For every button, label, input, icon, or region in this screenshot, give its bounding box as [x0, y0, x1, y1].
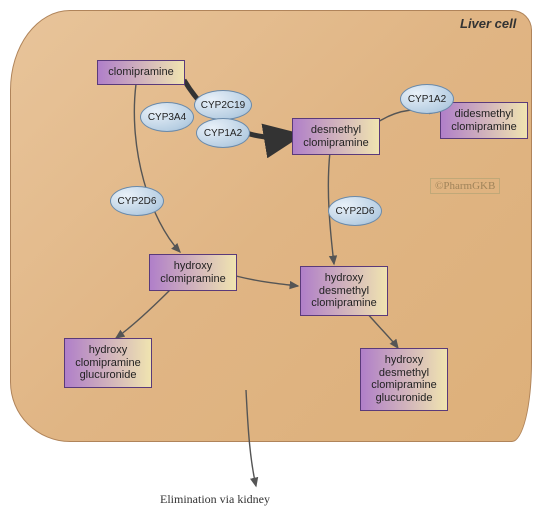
- elimination-caption: Elimination via kidney: [160, 492, 270, 507]
- node-clomipramine: clomipramine: [97, 60, 185, 85]
- watermark: ©PharmGKB: [430, 178, 500, 194]
- node-hydroxy-desmethyl-gluc: hydroxydesmethylclomipramineglucuronide: [360, 348, 448, 411]
- node-didesmethyl: didesmethylclomipramine: [440, 102, 528, 139]
- node-hydroxy: hydroxyclomipramine: [149, 254, 237, 291]
- enzyme-cyp2d6-a: CYP2D6: [110, 186, 164, 216]
- node-hydroxy-gluc: hydroxyclomipramineglucuronide: [64, 338, 152, 388]
- node-desmethyl: desmethylclomipramine: [292, 118, 380, 155]
- enzyme-cyp1a2-a: CYP1A2: [196, 118, 250, 148]
- enzyme-cyp3a4: CYP3A4: [140, 102, 194, 132]
- cell-title: Liver cell: [460, 16, 516, 31]
- enzyme-cyp2c19: CYP2C19: [194, 90, 252, 120]
- enzyme-cyp2d6-b: CYP2D6: [328, 196, 382, 226]
- node-hydroxy-desmethyl: hydroxydesmethylclomipramine: [300, 266, 388, 316]
- enzyme-cyp1a2-b: CYP1A2: [400, 84, 454, 114]
